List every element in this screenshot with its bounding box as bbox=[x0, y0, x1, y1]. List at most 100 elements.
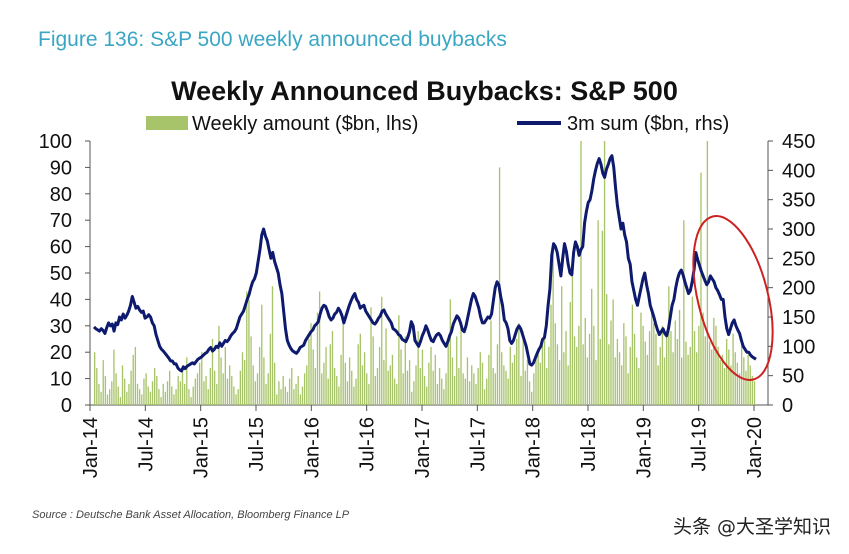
bar bbox=[117, 386, 119, 405]
legend-bar-label: Weekly amount ($bn, lhs) bbox=[192, 113, 418, 135]
bar bbox=[318, 291, 321, 405]
bar bbox=[520, 375, 522, 405]
x-tick-label: Jul-19 bbox=[689, 417, 711, 471]
bar bbox=[164, 391, 167, 405]
bar bbox=[121, 365, 124, 405]
bar bbox=[546, 368, 548, 405]
bar bbox=[385, 328, 387, 405]
bar bbox=[138, 389, 141, 405]
bar bbox=[753, 381, 756, 405]
bar bbox=[241, 352, 244, 405]
bar bbox=[591, 288, 593, 405]
bar bbox=[378, 346, 381, 405]
bar bbox=[308, 339, 310, 405]
bar bbox=[303, 373, 306, 405]
bar bbox=[666, 336, 668, 405]
x-tick-label: Jul-14 bbox=[135, 417, 157, 471]
bar bbox=[128, 383, 130, 405]
bar bbox=[192, 386, 194, 405]
highlight-ellipse bbox=[692, 215, 774, 381]
x-tick-label: Jul-15 bbox=[246, 417, 268, 471]
bar bbox=[346, 381, 349, 405]
bar bbox=[462, 373, 464, 405]
right-tick-label: 450 bbox=[782, 131, 815, 153]
bar bbox=[153, 368, 156, 405]
bar bbox=[621, 365, 623, 405]
bar bbox=[222, 373, 224, 405]
bar bbox=[181, 365, 184, 405]
bar bbox=[719, 360, 721, 405]
bar bbox=[398, 315, 400, 405]
bar bbox=[273, 362, 276, 405]
bar bbox=[179, 381, 182, 405]
bar bbox=[464, 378, 466, 405]
bar bbox=[685, 341, 687, 405]
bar bbox=[158, 389, 160, 405]
bar bbox=[661, 325, 664, 405]
x-tick-label: Jan-15 bbox=[191, 417, 213, 478]
bar bbox=[471, 365, 473, 405]
bar bbox=[578, 325, 580, 405]
bar bbox=[363, 352, 366, 405]
bar bbox=[441, 378, 443, 405]
bar bbox=[524, 370, 526, 405]
bar bbox=[213, 370, 216, 405]
bar bbox=[254, 381, 257, 405]
bar bbox=[612, 299, 614, 405]
left-tick-label: 0 bbox=[61, 395, 72, 417]
left-tick-label: 10 bbox=[50, 369, 72, 391]
bar bbox=[391, 354, 394, 405]
bar bbox=[387, 370, 389, 405]
bar bbox=[477, 368, 479, 405]
bar bbox=[543, 333, 546, 405]
bar bbox=[156, 375, 158, 405]
bar bbox=[400, 349, 402, 405]
bar bbox=[258, 346, 261, 405]
bar bbox=[250, 336, 252, 405]
bar bbox=[203, 381, 205, 405]
bar bbox=[518, 323, 520, 405]
bar bbox=[111, 381, 113, 405]
bar bbox=[102, 360, 104, 405]
bar bbox=[282, 375, 284, 405]
bar bbox=[563, 352, 565, 405]
bar bbox=[261, 304, 263, 405]
right-tick-label: 50 bbox=[782, 366, 804, 388]
right-tick-label: 250 bbox=[782, 248, 815, 270]
bar bbox=[601, 230, 604, 405]
chart-title: Weekly Announced Buybacks: S&P 500 bbox=[171, 76, 678, 106]
bar bbox=[475, 383, 477, 405]
bar bbox=[588, 333, 591, 405]
bar bbox=[447, 339, 449, 405]
bar bbox=[348, 357, 351, 405]
bar bbox=[134, 346, 137, 405]
bar bbox=[736, 362, 739, 405]
bar bbox=[582, 344, 584, 405]
bar bbox=[678, 309, 681, 405]
bar bbox=[663, 357, 666, 405]
bar bbox=[321, 373, 323, 405]
bar bbox=[196, 373, 199, 405]
bar bbox=[743, 357, 745, 405]
bar bbox=[96, 368, 98, 405]
bar bbox=[276, 394, 278, 405]
bar bbox=[419, 368, 421, 405]
bar bbox=[166, 381, 169, 405]
bar bbox=[411, 391, 413, 405]
bar bbox=[430, 346, 432, 405]
bar bbox=[288, 378, 291, 405]
right-tick-label: 150 bbox=[782, 307, 815, 329]
bar bbox=[297, 375, 299, 405]
bar bbox=[573, 336, 576, 405]
bar bbox=[269, 333, 272, 405]
bar bbox=[456, 336, 458, 405]
bar bbox=[173, 394, 175, 405]
left-tick-label: 30 bbox=[50, 316, 72, 338]
right-tick-label: 0 bbox=[782, 395, 793, 417]
bar bbox=[340, 354, 342, 405]
bar bbox=[141, 394, 143, 405]
bar bbox=[252, 365, 254, 405]
bar bbox=[228, 365, 231, 405]
bar bbox=[516, 339, 518, 405]
bar bbox=[550, 304, 552, 405]
